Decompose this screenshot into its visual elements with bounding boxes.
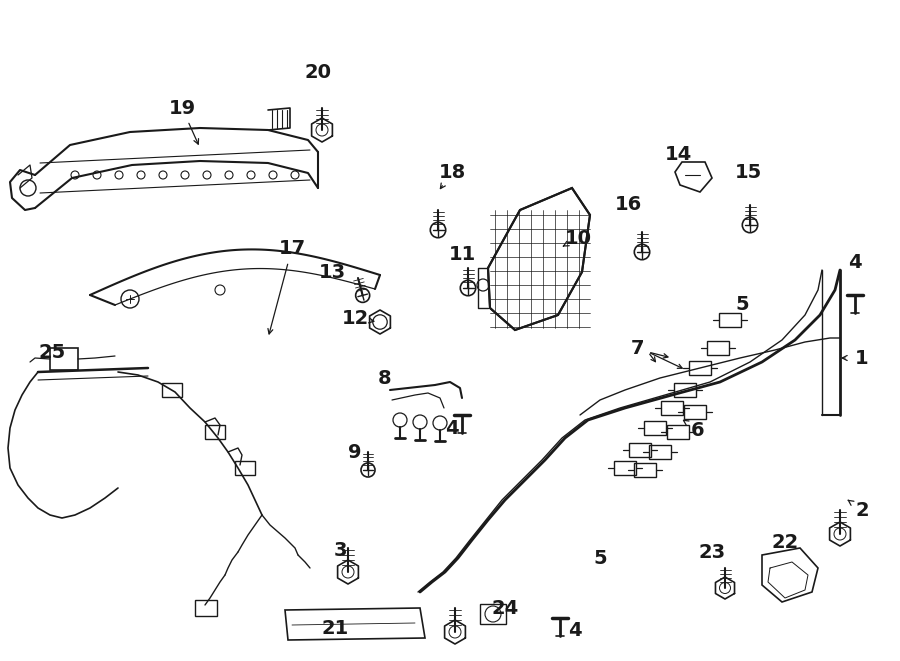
Text: 23: 23 xyxy=(698,543,725,561)
Bar xyxy=(667,425,689,439)
Bar xyxy=(235,461,255,475)
Bar xyxy=(649,445,671,459)
Text: 5: 5 xyxy=(735,295,749,315)
Bar xyxy=(689,361,711,375)
Text: 20: 20 xyxy=(304,63,331,81)
Bar xyxy=(719,313,741,327)
Text: 21: 21 xyxy=(321,619,348,637)
Text: 19: 19 xyxy=(168,98,195,118)
Bar xyxy=(50,348,78,370)
Text: 2: 2 xyxy=(855,500,868,520)
Bar xyxy=(644,421,666,435)
Bar xyxy=(661,401,683,415)
Text: 15: 15 xyxy=(734,163,761,182)
Text: 6: 6 xyxy=(691,420,705,440)
Bar xyxy=(684,405,706,419)
Text: 11: 11 xyxy=(448,245,475,264)
Bar xyxy=(195,600,217,616)
Text: 5: 5 xyxy=(593,549,607,568)
Text: 7: 7 xyxy=(631,338,644,358)
Text: 8: 8 xyxy=(378,368,392,387)
Text: 13: 13 xyxy=(319,262,346,282)
Text: 17: 17 xyxy=(278,239,306,258)
Text: 1: 1 xyxy=(855,348,868,368)
Bar xyxy=(629,443,651,457)
Text: 4: 4 xyxy=(446,418,459,438)
Text: 9: 9 xyxy=(348,442,362,461)
Text: 25: 25 xyxy=(39,342,66,362)
Bar xyxy=(674,383,696,397)
Text: 24: 24 xyxy=(491,598,518,617)
Text: 3: 3 xyxy=(333,541,346,559)
Text: 18: 18 xyxy=(438,163,465,182)
Text: 4: 4 xyxy=(848,253,862,272)
Bar xyxy=(205,425,225,439)
Text: 22: 22 xyxy=(771,533,798,551)
Text: 16: 16 xyxy=(615,196,642,215)
Bar xyxy=(634,463,656,477)
Bar xyxy=(480,604,506,624)
Text: 10: 10 xyxy=(564,229,591,247)
Bar xyxy=(614,461,636,475)
Bar xyxy=(707,341,729,355)
Bar xyxy=(162,383,182,397)
Text: 12: 12 xyxy=(341,309,369,327)
Text: 4: 4 xyxy=(568,621,581,639)
Text: 14: 14 xyxy=(664,145,691,165)
